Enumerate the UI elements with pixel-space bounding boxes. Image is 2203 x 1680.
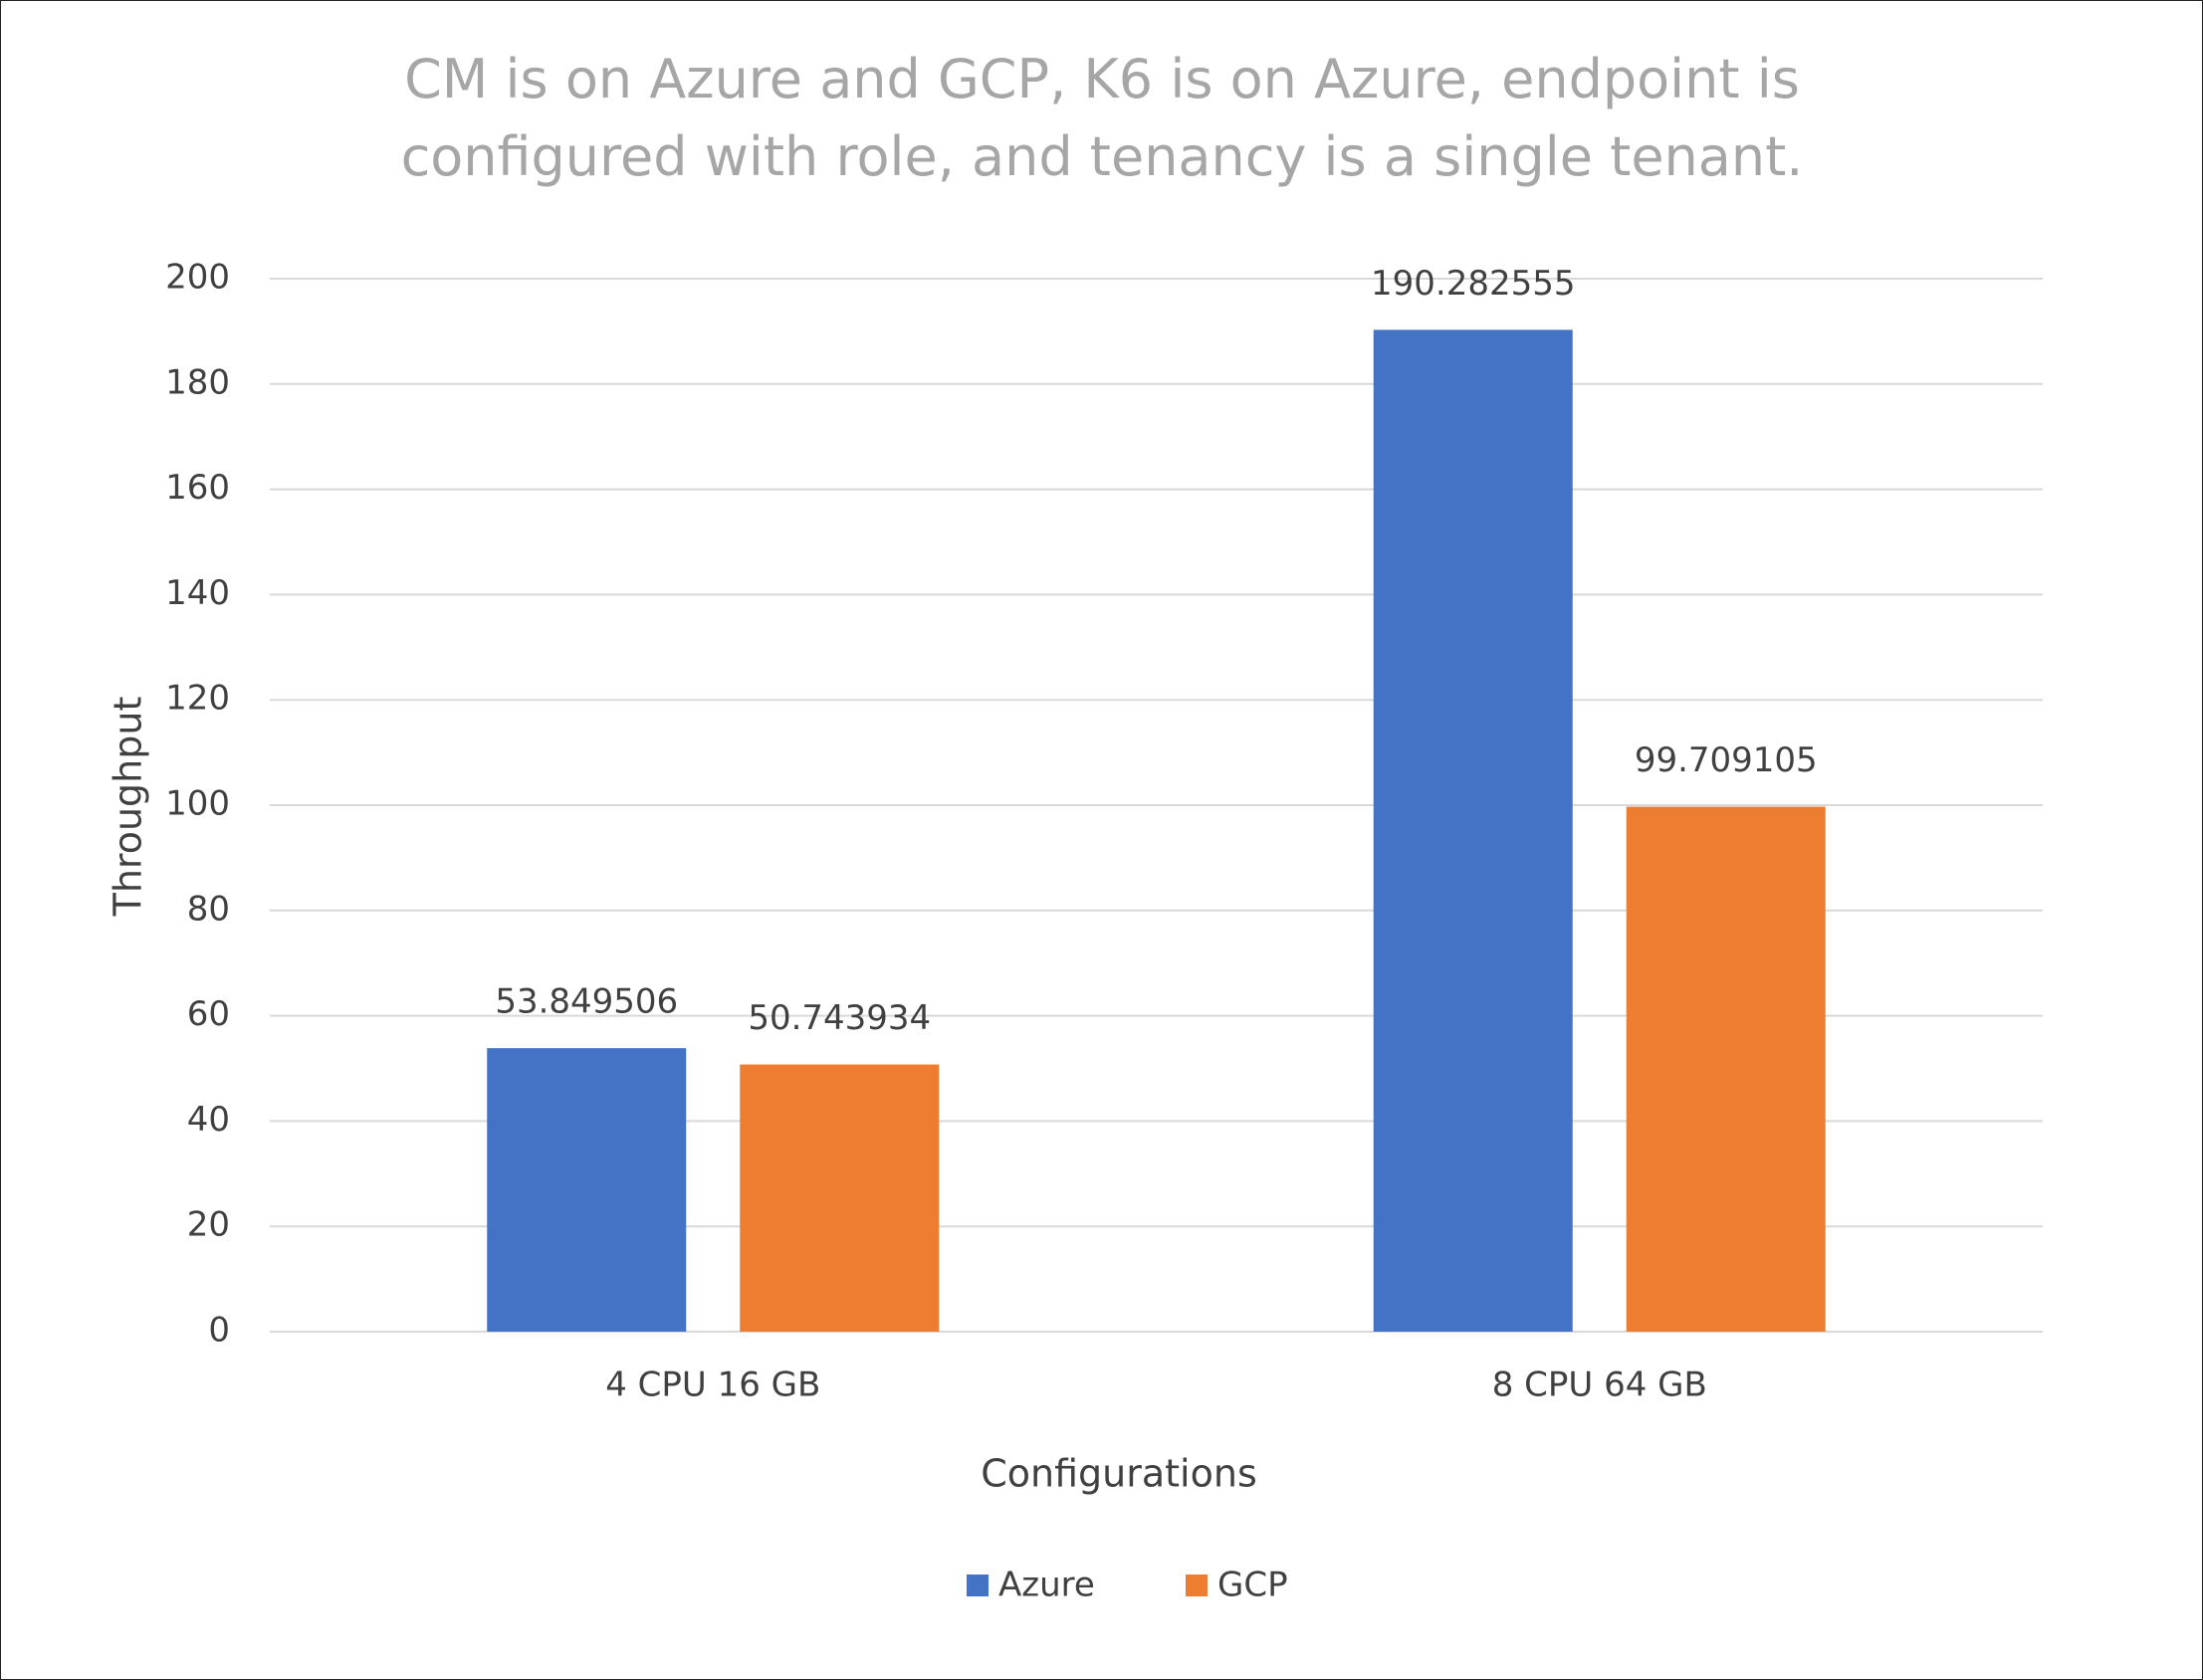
legend-swatch bbox=[967, 1575, 989, 1596]
data-label: 99.709105 bbox=[1635, 740, 1818, 780]
legend-label: GCP bbox=[1217, 1566, 1288, 1605]
bar bbox=[487, 1048, 687, 1332]
y-tick-label: 40 bbox=[187, 1100, 230, 1140]
y-tick-label: 60 bbox=[187, 994, 230, 1034]
y-axis-title: Throughput bbox=[107, 697, 150, 918]
bar bbox=[1373, 329, 1573, 1332]
y-tick-label: 160 bbox=[165, 468, 230, 508]
y-tick-label: 100 bbox=[165, 784, 230, 824]
y-tick-label: 120 bbox=[165, 679, 230, 719]
y-tick-label: 0 bbox=[208, 1311, 230, 1351]
x-tick-label: 4 CPU 16 GB bbox=[605, 1365, 820, 1405]
y-tick-label: 200 bbox=[165, 258, 230, 298]
chart-title: CM is on Azure and GCP, K6 is on Azure, … bbox=[400, 48, 1804, 188]
legend-swatch bbox=[1186, 1575, 1208, 1596]
x-tick-label: 8 CPU 64 GB bbox=[1492, 1365, 1707, 1405]
y-tick-label: 180 bbox=[165, 362, 230, 402]
y-tick-label: 140 bbox=[165, 573, 230, 613]
bar bbox=[740, 1064, 940, 1332]
legend-label: Azure bbox=[998, 1566, 1095, 1605]
bar bbox=[1626, 806, 1826, 1332]
y-tick-label: 80 bbox=[187, 889, 230, 929]
x-axis-title: Configurations bbox=[981, 1452, 1257, 1496]
data-label: 50.743934 bbox=[748, 998, 931, 1038]
y-tick-label: 20 bbox=[187, 1205, 230, 1245]
data-label: 53.849506 bbox=[495, 982, 678, 1022]
data-label: 190.282555 bbox=[1371, 264, 1576, 304]
